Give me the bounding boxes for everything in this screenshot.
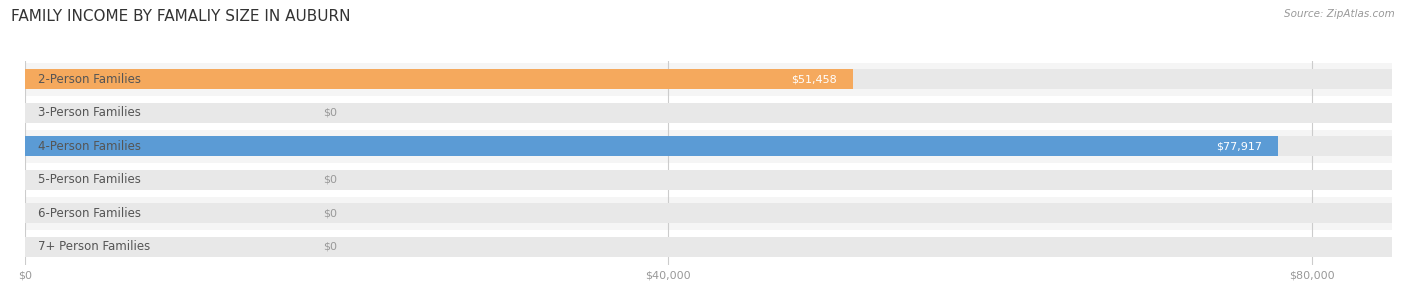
Bar: [25, 96, 1406, 130]
Text: $0: $0: [323, 175, 337, 185]
Text: 6-Person Families: 6-Person Families: [38, 207, 141, 220]
Bar: [25, 203, 1392, 224]
Bar: [25, 170, 1392, 190]
Bar: [25, 63, 1406, 96]
Text: Source: ZipAtlas.com: Source: ZipAtlas.com: [1284, 9, 1395, 19]
Bar: [25, 69, 852, 89]
Text: $77,917: $77,917: [1216, 142, 1263, 151]
Bar: [25, 136, 1392, 156]
Bar: [25, 163, 1406, 197]
Text: 3-Person Families: 3-Person Families: [38, 106, 141, 120]
Text: 7+ Person Families: 7+ Person Families: [38, 240, 150, 253]
Bar: [25, 197, 1406, 230]
Bar: [25, 136, 1278, 156]
Bar: [25, 237, 1392, 257]
Text: $0: $0: [323, 208, 337, 218]
Bar: [25, 230, 1406, 264]
Text: 4-Person Families: 4-Person Families: [38, 140, 141, 153]
Bar: [25, 103, 1392, 123]
Text: $51,458: $51,458: [790, 74, 837, 84]
Text: 5-Person Families: 5-Person Families: [38, 174, 141, 186]
Bar: [25, 130, 1406, 163]
Text: $0: $0: [323, 242, 337, 252]
Text: 2-Person Families: 2-Person Families: [38, 73, 141, 86]
Text: FAMILY INCOME BY FAMALIY SIZE IN AUBURN: FAMILY INCOME BY FAMALIY SIZE IN AUBURN: [11, 9, 350, 24]
Text: $0: $0: [323, 108, 337, 118]
Bar: [25, 69, 1392, 89]
